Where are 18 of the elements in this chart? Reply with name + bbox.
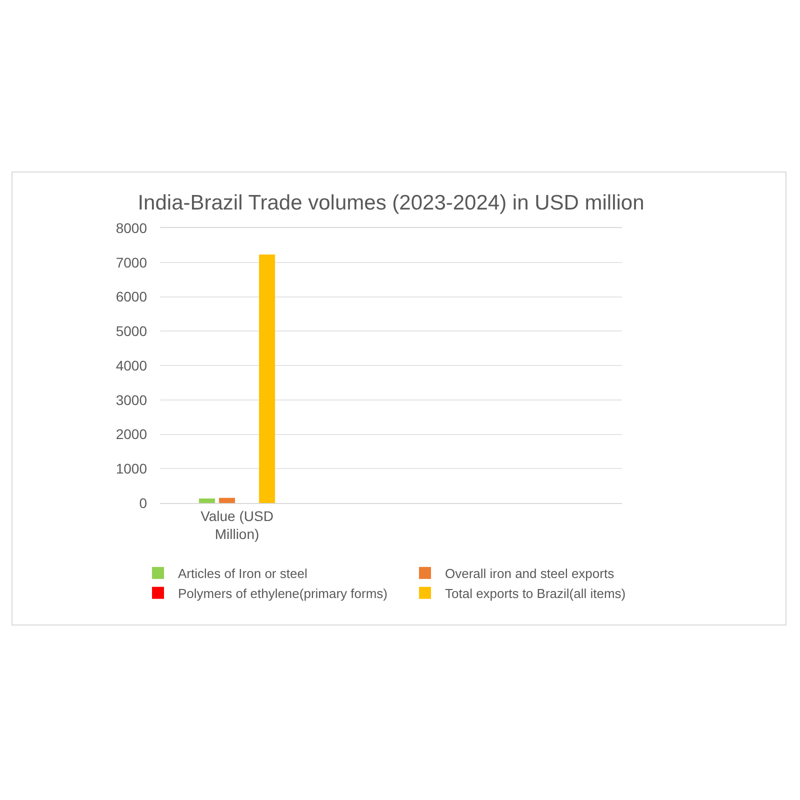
x-tick-label: Value (USD Million): [200, 508, 274, 542]
y-tick-label: 6000: [116, 288, 148, 305]
legend-label: Polymers of ethylene(primary forms): [178, 586, 388, 601]
y-tick-label: 2000: [116, 426, 148, 442]
bar: [198, 498, 215, 503]
y-tick-label: 3000: [116, 392, 148, 408]
legend-label: Articles of Iron or steel: [178, 566, 308, 582]
y-tick-label: 1000: [116, 460, 148, 477]
legend-label: Overall iron and steel exports: [445, 566, 615, 582]
y-tick-label: 7000: [116, 254, 148, 270]
bar: [259, 254, 276, 503]
y-tick-label: 0: [139, 494, 148, 511]
chart-title: India-Brazil Trade volumes (2023-2024) in USD million: [138, 191, 644, 214]
legend-label: Total exports to Brazil(all items): [445, 586, 626, 601]
y-tick-label: 4000: [116, 357, 148, 374]
y-tick-label: 8000: [116, 220, 148, 236]
bar: [218, 498, 235, 503]
y-tick-label: 5000: [116, 323, 148, 340]
